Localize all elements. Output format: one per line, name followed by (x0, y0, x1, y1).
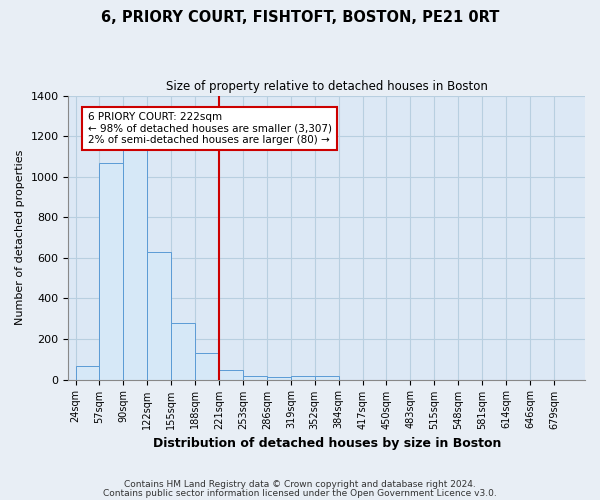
Text: Contains public sector information licensed under the Open Government Licence v3: Contains public sector information licen… (103, 488, 497, 498)
Bar (76, 366, 100, 380)
X-axis label: Distribution of detached houses by size in Boston: Distribution of detached houses by size … (152, 437, 501, 450)
Bar (219, 370, 243, 380)
Y-axis label: Number of detached properties: Number of detached properties (15, 150, 25, 325)
Bar (100, 162, 124, 380)
Bar (243, 376, 267, 380)
Text: 6 PRIORY COURT: 222sqm
← 98% of detached houses are smaller (3,307)
2% of semi-d: 6 PRIORY COURT: 222sqm ← 98% of detached… (88, 112, 332, 145)
Bar (124, 144, 148, 380)
Title: Size of property relative to detached houses in Boston: Size of property relative to detached ho… (166, 80, 488, 93)
Bar (267, 376, 291, 380)
Bar (195, 353, 219, 380)
Bar (315, 376, 338, 380)
Text: 6, PRIORY COURT, FISHTOFT, BOSTON, PE21 0RT: 6, PRIORY COURT, FISHTOFT, BOSTON, PE21 … (101, 10, 499, 25)
Bar (148, 252, 171, 380)
Text: Contains HM Land Registry data © Crown copyright and database right 2024.: Contains HM Land Registry data © Crown c… (124, 480, 476, 489)
Bar (291, 376, 315, 380)
Bar (171, 323, 195, 380)
